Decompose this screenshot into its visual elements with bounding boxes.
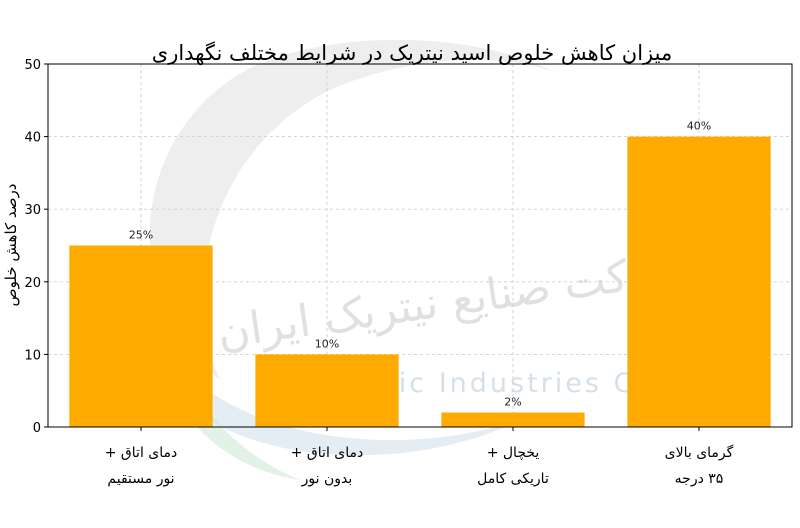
- data-label: 2%: [504, 395, 521, 408]
- bar: [255, 354, 399, 427]
- data-label: 10%: [315, 337, 339, 350]
- y-tick-label: 40: [24, 131, 41, 146]
- watermark: شرکت صنایع نیتریک ایران Iran Nitric Indu…: [149, 39, 692, 480]
- x-tick-label: دمای اتاق +: [291, 445, 364, 461]
- watermark-swoosh-blue: [180, 395, 520, 456]
- y-axis-label: درصد کاهش خلوص: [2, 184, 20, 307]
- x-tick-label: دمای اتاق +: [105, 445, 178, 461]
- data-label: 25%: [129, 229, 153, 242]
- x-tick-label: یخچال +: [487, 445, 540, 461]
- y-axis-ticks: 0 10 20 30 40 50: [24, 58, 48, 436]
- x-tick-label: بدون نور: [301, 471, 353, 487]
- bar: [627, 136, 771, 427]
- plot-frame: [47, 63, 793, 428]
- bars: [69, 136, 771, 427]
- y-tick-label: 30: [24, 203, 41, 218]
- bar: [441, 412, 585, 427]
- x-tick-label: گرمای بالای: [665, 444, 734, 461]
- watermark-persian-text: شرکت صنایع نیتریک ایران: [214, 242, 691, 359]
- x-tick-label: نور مستقیم: [107, 471, 174, 487]
- y-tick-label: 10: [24, 348, 41, 363]
- y-tick-label: 0: [33, 421, 41, 436]
- x-tick-label: تاریکی کامل: [477, 471, 549, 487]
- data-label: 40%: [687, 120, 711, 133]
- y-tick-label: 20: [24, 276, 41, 291]
- bar: [69, 245, 213, 427]
- y-tick-label: 50: [24, 58, 41, 73]
- watermark-swoosh-gray: [149, 39, 560, 380]
- x-tick-label: ۳۵ درجه: [675, 471, 724, 487]
- chart-title: میزان کاهش خلوص اسید نیتریک در شرایط مخت…: [152, 41, 672, 65]
- data-labels: 25% 10% 2% 40%: [129, 120, 711, 409]
- x-axis-ticks: دمای اتاق + نور مستقیم دمای اتاق + بدون نور…: [105, 427, 734, 487]
